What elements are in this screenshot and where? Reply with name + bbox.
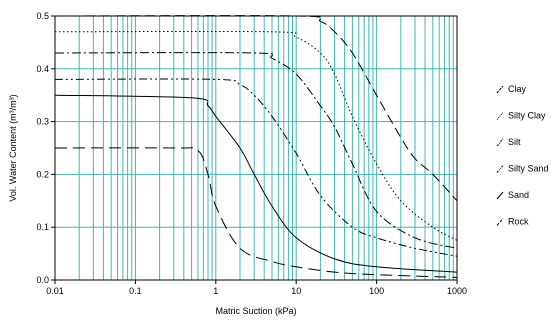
series-layer: [54, 15, 458, 278]
x-tick-label: 1000: [447, 286, 467, 296]
legend-swatch: [496, 138, 504, 147]
ticks: 0.01 0.1 1 10 100 1000 0.0 0.1 0.2 0.3 0.4 0.5: [36, 11, 467, 296]
x-tick-label: 10: [291, 286, 301, 296]
series-line-clay: [54, 15, 458, 202]
x-tick-label: 0.1: [129, 286, 142, 296]
legend-label: Rock: [508, 217, 529, 227]
series-line-rock: [54, 147, 458, 278]
y-tick-label: 0.3: [36, 117, 49, 127]
legend-swatch: [496, 112, 504, 120]
legend-label: Clay: [508, 84, 527, 94]
y-tick-label: 0.5: [36, 11, 49, 21]
legend-label: Silty Sand: [508, 164, 549, 174]
series-line-silty-sand: [54, 78, 458, 257]
y-tick-label: 0.2: [36, 169, 49, 179]
y-tick-label: 0.0: [36, 275, 49, 285]
x-tick-label: 100: [369, 286, 384, 296]
x-tick-label: 1: [213, 286, 218, 296]
series-line-silt: [54, 52, 458, 249]
y-tick-label: 0.4: [36, 64, 49, 74]
legend-swatch: [496, 165, 504, 173]
legend-swatch: [496, 85, 504, 94]
legend-label: Silty Clay: [508, 111, 546, 121]
legend-swatch: [496, 218, 504, 226]
series-line-silty-clay: [54, 30, 458, 241]
x-axis-title: Matric Suction (kPa): [215, 306, 296, 316]
series-line-sand: [54, 94, 458, 273]
legend: Clay Silty Clay Silt Silty Sand Sand Rock: [496, 84, 549, 227]
x-tick-label: 0.01: [46, 286, 64, 296]
legend-swatch: [496, 191, 504, 200]
y-tick-label: 0.1: [36, 222, 49, 232]
plot-frame: [54, 15, 458, 281]
legend-label: Sand: [508, 190, 529, 200]
legend-label: Silt: [508, 137, 521, 147]
y-axis-title: Vol. Water Content (m³/m³): [8, 94, 18, 201]
